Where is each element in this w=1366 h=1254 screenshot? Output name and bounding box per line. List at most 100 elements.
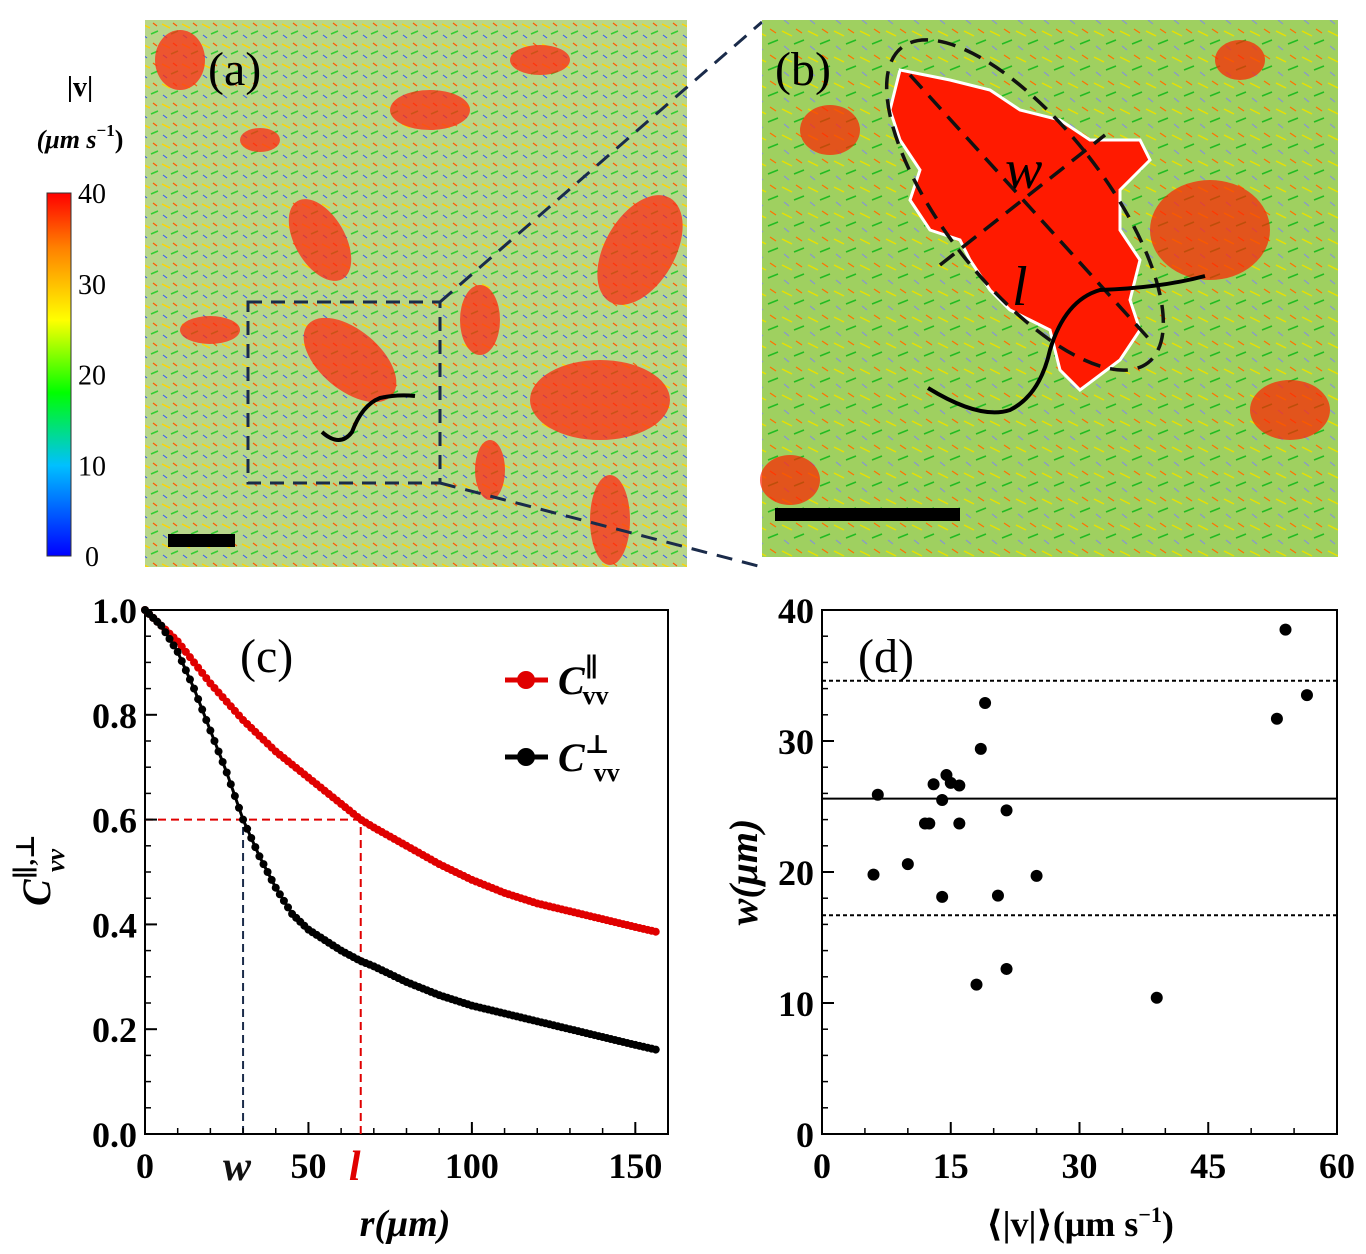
chart-d-xlabel-exp: −1 <box>1138 1202 1162 1227</box>
scatter-point <box>1000 962 1013 975</box>
chart-c-ylabel: C∥,⊥vv <box>11 834 70 906</box>
data-point <box>251 843 260 852</box>
chart-c-ylabel-sup: ∥,⊥ <box>11 834 40 879</box>
scatter-point <box>1030 869 1043 882</box>
colorbar-tick-label: 20 <box>78 361 106 392</box>
data-point <box>173 647 182 656</box>
panel-b-scalebar <box>775 508 960 521</box>
scatter-point <box>953 779 966 792</box>
legend-label: C∥ vv <box>558 653 608 710</box>
legend-label-sub: vv <box>582 681 608 710</box>
x-annotation-label: w <box>223 1144 252 1190</box>
data-point <box>177 657 186 666</box>
x-tick-label: 100 <box>445 1146 499 1186</box>
data-point <box>194 695 203 704</box>
panel-b-hotspots <box>760 40 1330 505</box>
chart-d-panel-label: (d) <box>858 630 914 683</box>
data-point <box>259 860 268 869</box>
data-point <box>651 927 660 936</box>
panel-b-l-label: l <box>1012 256 1028 318</box>
colorbar: |v| (μm s−1) 40 30 20 10 0 <box>37 72 124 573</box>
data-point <box>181 666 190 675</box>
data-point <box>190 684 199 693</box>
chart-c-series <box>141 606 660 1054</box>
y-tick-label: 0.2 <box>92 1010 137 1050</box>
scatter-point <box>1279 623 1292 636</box>
colorbar-title-line1: |v| <box>67 72 93 103</box>
x-tick-label: 0 <box>813 1146 831 1186</box>
chart-d-frame <box>821 609 1338 1135</box>
scatter-point <box>936 890 949 903</box>
panel-a-zoom-box <box>246 300 442 485</box>
data-point <box>275 890 284 899</box>
colorbar-tick-label: 40 <box>78 179 106 210</box>
y-tick-label: 1.0 <box>92 591 137 631</box>
chart-c-reference-lines <box>145 818 362 1134</box>
series-perpendicular <box>141 606 660 1054</box>
data-point <box>247 833 256 842</box>
scatter-point <box>974 742 987 755</box>
scatter-point <box>871 788 884 801</box>
data-point <box>234 803 243 812</box>
chart-c-panel-label: (c) <box>240 630 293 683</box>
panel-a: (a) <box>145 20 687 567</box>
y-tick-label: 0.4 <box>92 905 137 945</box>
panel-b-label: (b) <box>775 43 831 96</box>
colorbar-title-exp: −1 <box>97 121 115 140</box>
y-tick-label: 30 <box>778 722 814 762</box>
panel-a-hotspots <box>155 30 683 565</box>
colorbar-title-close: ) <box>115 125 124 154</box>
chart-d-xlabel-main: ⟨|v|⟩(μm s <box>986 1204 1138 1244</box>
chart-d-ticks: 0 15 30 45 60 0 10 20 30 40 <box>778 591 1355 1186</box>
colorbar-tick-label: 30 <box>78 270 106 301</box>
legend-swatch-marker <box>517 671 535 689</box>
scatter-point <box>1270 712 1283 725</box>
data-point <box>226 780 235 789</box>
scatter-point <box>923 817 936 830</box>
y-tick-label: 20 <box>778 853 814 893</box>
panel-a-trajectory <box>320 393 416 442</box>
data-point <box>198 705 207 714</box>
data-point <box>243 824 252 833</box>
scatter-point <box>970 978 983 991</box>
chart-d-hlines <box>822 679 1337 917</box>
colorbar-ticks: 40 30 20 10 0 <box>78 179 106 573</box>
x-tick-label: 150 <box>608 1146 662 1186</box>
chart-d-points <box>867 623 1313 1004</box>
legend-label-main: C <box>558 658 586 703</box>
data-point <box>263 868 272 876</box>
data-point <box>214 747 223 756</box>
data-point <box>165 634 174 643</box>
data-point <box>185 675 194 684</box>
chart-d-xlabel: ⟨|v|⟩(μm s−1) <box>986 1202 1174 1244</box>
data-point <box>230 792 239 801</box>
data-point <box>284 903 293 912</box>
data-point <box>206 726 215 735</box>
zoom-connector-top <box>439 20 763 304</box>
legend-label: C⊥ vv <box>558 730 620 787</box>
panel-a-label: (a) <box>208 43 261 96</box>
x-tick-label: 60 <box>1319 1146 1355 1186</box>
panel-a-scalebar <box>168 534 235 547</box>
colorbar-tick-label: 10 <box>78 451 106 482</box>
chart-c-legend: C∥ vvC⊥ vv <box>505 653 620 787</box>
legend-swatch-marker <box>517 748 535 766</box>
data-point <box>222 768 231 777</box>
x-tick-label: 45 <box>1190 1146 1226 1186</box>
scatter-point <box>867 868 880 881</box>
y-tick-label: 40 <box>778 591 814 631</box>
data-point <box>271 883 280 892</box>
colorbar-gradient <box>46 192 72 557</box>
data-point <box>279 896 288 905</box>
y-tick-label: 0.0 <box>92 1115 137 1155</box>
legend-label-main: C <box>558 735 586 780</box>
panel-b-l-axis <box>908 73 1152 342</box>
panel-b-w-label: w <box>1005 139 1042 201</box>
x-tick-label: 50 <box>290 1146 326 1186</box>
legend-label-sup: ∥ <box>585 653 599 682</box>
legend-label-sup: ⊥ <box>585 730 610 759</box>
x-tick-label: 15 <box>933 1146 969 1186</box>
scatter-point <box>979 697 992 710</box>
panel-b: (b) w l <box>760 20 1338 557</box>
